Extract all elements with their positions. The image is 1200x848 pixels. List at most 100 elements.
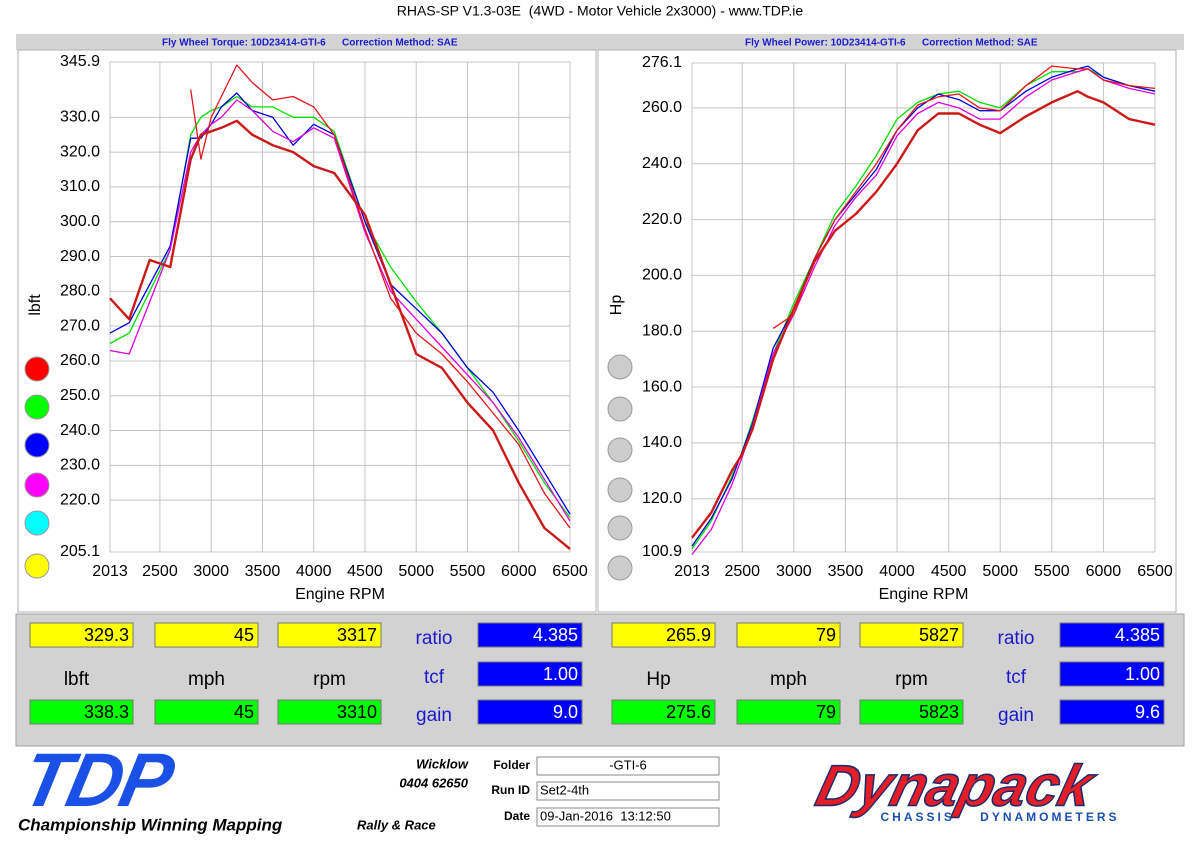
run-selector [607,354,633,380]
y-tick-label: 240.0 [642,155,682,172]
series-line [190,64,571,529]
y-axis-label: lbft [27,294,44,316]
run-selector [607,396,633,422]
readout-value: 79 [816,702,836,722]
readout-unit: lbft [64,669,90,690]
y-tick-label: 345.9 [60,53,100,70]
y-tick-label: 160.0 [642,378,682,395]
readout-label: gain [998,705,1034,726]
run-selector [607,515,633,541]
readout-value: 9.0 [553,702,578,722]
field-box [536,807,720,827]
chart-note: Correction Method: SAE [922,38,1038,49]
readout-box [477,661,583,687]
tdp-logo-suffix: .ie [225,795,243,812]
readout-value: 1.00 [1125,664,1160,684]
readout-label: gain [416,705,452,726]
readout-box [477,622,583,648]
x-tick-label: 4000 [296,563,332,580]
x-tick-label: 6500 [1137,563,1173,580]
series-line [109,99,571,522]
readout-unit: mph [188,669,225,690]
readout-value: 5823 [919,702,959,722]
readout-box [736,699,841,725]
y-tick-label: 205.1 [60,543,100,560]
readout-value: 265.9 [666,625,711,645]
y-tick-label: 100.9 [642,543,682,560]
location: Wicklow [416,756,469,771]
readout-box [29,622,134,648]
y-tick-label: 140.0 [642,434,682,451]
field-box [536,756,720,776]
readout-value: 275.6 [666,702,711,722]
x-tick-label: 5000 [982,563,1018,580]
y-tick-label: 200.0 [642,267,682,284]
readout-box [477,699,583,725]
readout-unit: rpm [313,669,346,690]
readout-value: 4.385 [533,625,578,645]
run-selector [24,553,50,579]
series-line [691,90,1156,539]
readout-label: ratio [998,628,1035,649]
run-selector [607,477,633,503]
brand-sub: CHASSIS DYNAMOMETERS [880,810,1119,824]
chart-subtitle: Fly Wheel Power: 10D23414-GTI-6 [745,38,906,49]
run-selector [24,356,50,382]
phone: 0404 62650 [399,775,468,790]
series-line [109,92,571,515]
x-tick-label: 5500 [450,563,486,580]
x-tick-label: 6000 [1086,563,1122,580]
x-tick-label: 5500 [1034,563,1070,580]
readout-value: 1.00 [543,664,578,684]
series-line [772,65,1156,329]
y-tick-label: 330.0 [60,109,100,126]
field-value: Set2-4th [540,782,589,797]
y-tick-label: 320.0 [60,143,100,160]
y-tick-label: 220.0 [60,491,100,508]
brand-logo: Dynapack [810,754,1103,818]
readout-value: 9.6 [1135,702,1160,722]
readout-unit: Hp [646,669,670,690]
x-tick-label: 3500 [828,563,864,580]
x-tick-label: 5000 [398,563,434,580]
y-tick-label: 300.0 [60,213,100,230]
series-line [109,119,571,550]
field-label: Date [504,809,530,823]
readout-box [859,699,964,725]
x-tick-label: 4500 [347,563,383,580]
field-box [536,781,720,801]
readout-box [1059,661,1165,687]
subtitle-bar [16,34,1184,50]
y-tick-label: 276.1 [642,54,682,71]
chart-note: Correction Method: SAE [342,38,458,49]
readout-value: 338.3 [84,702,129,722]
run-selector [24,510,50,536]
run-selector [24,472,50,498]
y-tick-label: 270.0 [60,317,100,334]
y-tick-label: 310.0 [60,178,100,195]
slogan: Championship Winning Mapping [18,815,283,834]
readout-value: 4.385 [1115,625,1160,645]
y-tick-label: 260.0 [642,99,682,116]
x-tick-label: 3000 [193,563,229,580]
y-tick-label: 230.0 [60,457,100,474]
y-tick-label: 260.0 [60,352,100,369]
field-label: Run ID [491,783,530,797]
readout-value: 45 [234,702,254,722]
y-tick-label: 290.0 [60,248,100,265]
x-axis-label: Engine RPM [879,586,969,603]
y-tick-label: 240.0 [60,422,100,439]
tagline: Rally & Race [357,817,436,832]
readout-box [29,699,134,725]
x-tick-label: 4000 [879,563,915,580]
y-axis-label: Hp [608,295,625,316]
readout-value: 5827 [919,625,959,645]
readout-box [1059,622,1165,648]
readout-value: 45 [234,625,254,645]
readout-value: 3310 [337,702,377,722]
readout-box [611,699,716,725]
x-tick-label: 3500 [245,563,281,580]
y-tick-label: 180.0 [642,322,682,339]
readout-unit: rpm [895,669,928,690]
